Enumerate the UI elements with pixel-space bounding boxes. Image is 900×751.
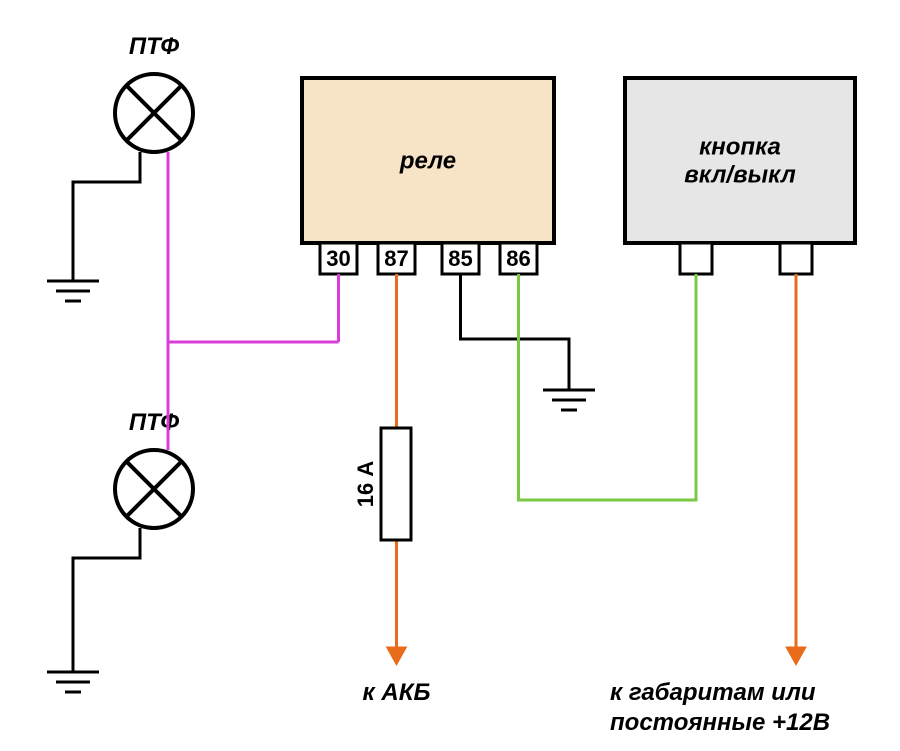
wire-85-ground	[461, 274, 570, 390]
fuse-box	[381, 428, 411, 540]
relay-pin-label-86: 86	[506, 246, 530, 271]
wire-green-86-switch	[519, 274, 697, 500]
relay-pin-label-87: 87	[384, 246, 408, 271]
lamp-top	[115, 74, 193, 152]
fuse-label: 16 А	[353, 461, 378, 508]
arrows	[387, 647, 807, 665]
switch-label-line2: вкл/выкл	[684, 162, 796, 189]
switch-pins	[680, 243, 812, 274]
switch-label-line1: кнопка	[699, 134, 781, 161]
wire-lamp-bottom-ground	[73, 528, 140, 672]
ptf-bottom-label: ПТФ	[129, 409, 180, 436]
arrowhead	[387, 647, 407, 665]
arrowhead	[786, 647, 806, 665]
fuse: 16 А	[353, 428, 411, 540]
wire-lamp-top-ground	[73, 152, 140, 281]
to-gab-label-1: к габаритам или	[610, 679, 816, 706]
relay-pin-label-85: 85	[448, 246, 472, 271]
relay-label: реле	[399, 148, 456, 175]
to-akb-label: к АКБ	[363, 679, 431, 706]
lamp-bottom	[115, 450, 193, 528]
relay-pins: 30 87 85 86	[320, 243, 537, 274]
relay-pin-label-30: 30	[326, 246, 350, 271]
switch-pin-right	[780, 243, 812, 274]
wiring-diagram: реле 30 87 85 86 кнопка вкл/выкл ПТФ ПТФ 16…	[0, 0, 900, 751]
ptf-top-label: ПТФ	[129, 33, 180, 60]
to-gab-label-2: постоянные +12В	[610, 709, 830, 736]
switch-pin-left	[680, 243, 712, 274]
switch-box	[625, 78, 855, 243]
